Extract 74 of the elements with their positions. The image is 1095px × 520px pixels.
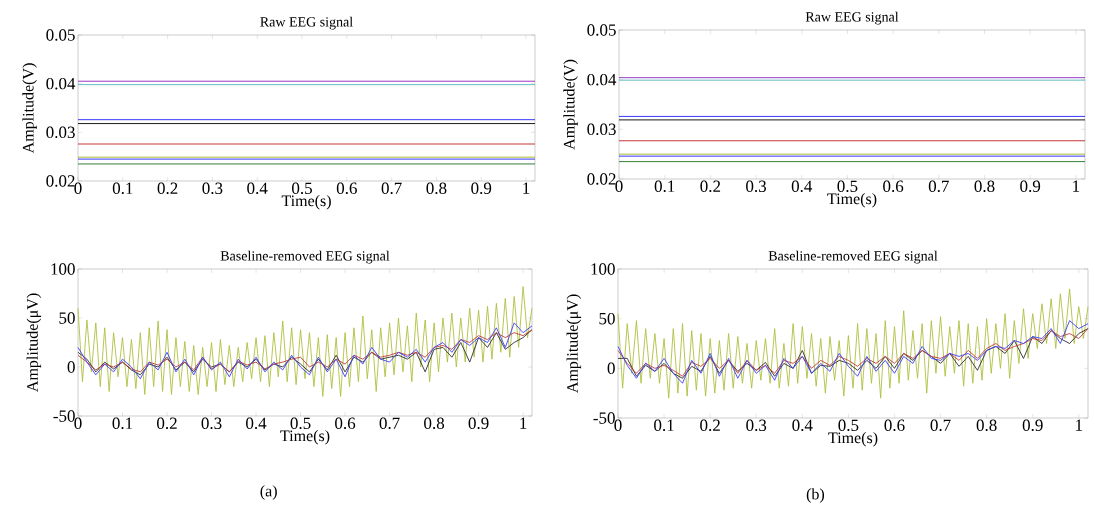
x-tick-label: 0.2 bbox=[700, 419, 720, 432]
x-tick-label: 0.3 bbox=[202, 182, 223, 195]
x-tick-label: 0.3 bbox=[746, 419, 767, 432]
x-tick-label: 0.6 bbox=[883, 180, 904, 193]
y-axis-title: Amplitude(μV) bbox=[26, 293, 42, 392]
x-tick-label: 0.8 bbox=[976, 419, 997, 432]
x-tick-label: 1 bbox=[523, 182, 530, 194]
line-series bbox=[617, 320, 1089, 384]
x-tick-label: 0.6 bbox=[335, 417, 356, 430]
x-tick-label: 0.7 bbox=[381, 182, 402, 195]
x-tick-label: 0.9 bbox=[468, 417, 489, 430]
x-tick-label: 0.1 bbox=[112, 417, 133, 430]
y-axis-title: Amplitude(μV) bbox=[566, 294, 582, 393]
y-tick-label: 0.05 bbox=[46, 29, 75, 41]
x-tick-label: 0.3 bbox=[201, 417, 222, 430]
x-tick-label: 0.5 bbox=[837, 180, 858, 193]
x-tick-label: 0.4 bbox=[247, 182, 268, 195]
y-tick-label: 50 bbox=[59, 312, 75, 324]
x-tick-label: 0.4 bbox=[792, 419, 813, 432]
x-tick-label: 0.9 bbox=[1022, 419, 1043, 432]
y-tick-label: 0 bbox=[607, 362, 615, 375]
y-axis-title: Amplitude(V) bbox=[22, 63, 37, 154]
x-tick-label: 1 bbox=[1076, 419, 1083, 431]
y-tick-label: 0.05 bbox=[587, 24, 616, 36]
text: (b) bbox=[806, 488, 825, 503]
y-tick-label: 0 bbox=[67, 361, 75, 373]
x-tick-label: 1 bbox=[520, 417, 527, 429]
x-tick-label: 0.1 bbox=[654, 180, 675, 193]
x-axis-title: Time(s) bbox=[827, 192, 877, 208]
x-tick-label: 0.2 bbox=[157, 417, 177, 430]
line-series bbox=[77, 286, 533, 397]
y-tick-label: 100 bbox=[51, 263, 75, 275]
y-tick-label: 50 bbox=[599, 312, 615, 325]
x-tick-label: 0.5 bbox=[292, 182, 312, 195]
text: (a) bbox=[260, 485, 277, 500]
x-tick-label: 0.8 bbox=[424, 417, 445, 430]
y-tick-label: 0.02 bbox=[587, 173, 616, 185]
x-tick-label: 0.6 bbox=[336, 182, 357, 195]
y-axis-title: Amplitude(V) bbox=[563, 59, 578, 150]
x-tick-label: 0.1 bbox=[112, 182, 133, 195]
x-axis-title: Time(s) bbox=[280, 429, 330, 445]
x-tick-label: 0.4 bbox=[791, 180, 813, 193]
x-tick-label: 0.9 bbox=[1020, 180, 1041, 193]
x-tick-label: 0.5 bbox=[838, 419, 859, 432]
x-tick-label: 0.7 bbox=[930, 419, 951, 432]
x-axis-title: Time(s) bbox=[828, 431, 878, 447]
line-series bbox=[77, 322, 533, 380]
x-tick-label: 0.8 bbox=[426, 182, 447, 195]
x-tick-label: 0.3 bbox=[746, 180, 767, 193]
y-tick-label: -50 bbox=[593, 412, 615, 424]
x-tick-label: 0.6 bbox=[884, 419, 905, 432]
chart-title: Raw EEG signal bbox=[805, 11, 899, 25]
y-tick-label: 0.04 bbox=[587, 73, 617, 86]
y-tick-label: 100 bbox=[591, 263, 615, 275]
chart-title: Baseline-removed EEG signal bbox=[220, 250, 390, 264]
x-tick-label: 0.7 bbox=[928, 180, 949, 193]
x-tick-label: 1 bbox=[1073, 180, 1080, 192]
y-tick-label: 0.02 bbox=[46, 175, 75, 187]
x-tick-label: 0.4 bbox=[246, 417, 267, 430]
x-tick-label: 0.5 bbox=[290, 417, 311, 430]
x-tick-label: 0.9 bbox=[471, 182, 492, 195]
x-tick-label: 0.1 bbox=[654, 419, 674, 432]
y-tick-label: 0.03 bbox=[46, 126, 75, 139]
x-tick-label: 0.2 bbox=[700, 180, 721, 193]
x-axis-title: Time(s) bbox=[281, 194, 331, 210]
x-tick-label: 0.2 bbox=[157, 182, 178, 195]
y-tick-label: 0.04 bbox=[46, 77, 76, 90]
line-series bbox=[617, 288, 1089, 399]
chart-title: Raw EEG signal bbox=[260, 16, 353, 30]
x-tick-label: 0.7 bbox=[379, 417, 400, 430]
chart-title: Baseline-removed EEG signal bbox=[768, 250, 938, 264]
y-tick-label: -50 bbox=[53, 410, 75, 422]
x-tick-label: 0.8 bbox=[974, 180, 995, 193]
y-tick-label: 0.03 bbox=[587, 123, 616, 136]
